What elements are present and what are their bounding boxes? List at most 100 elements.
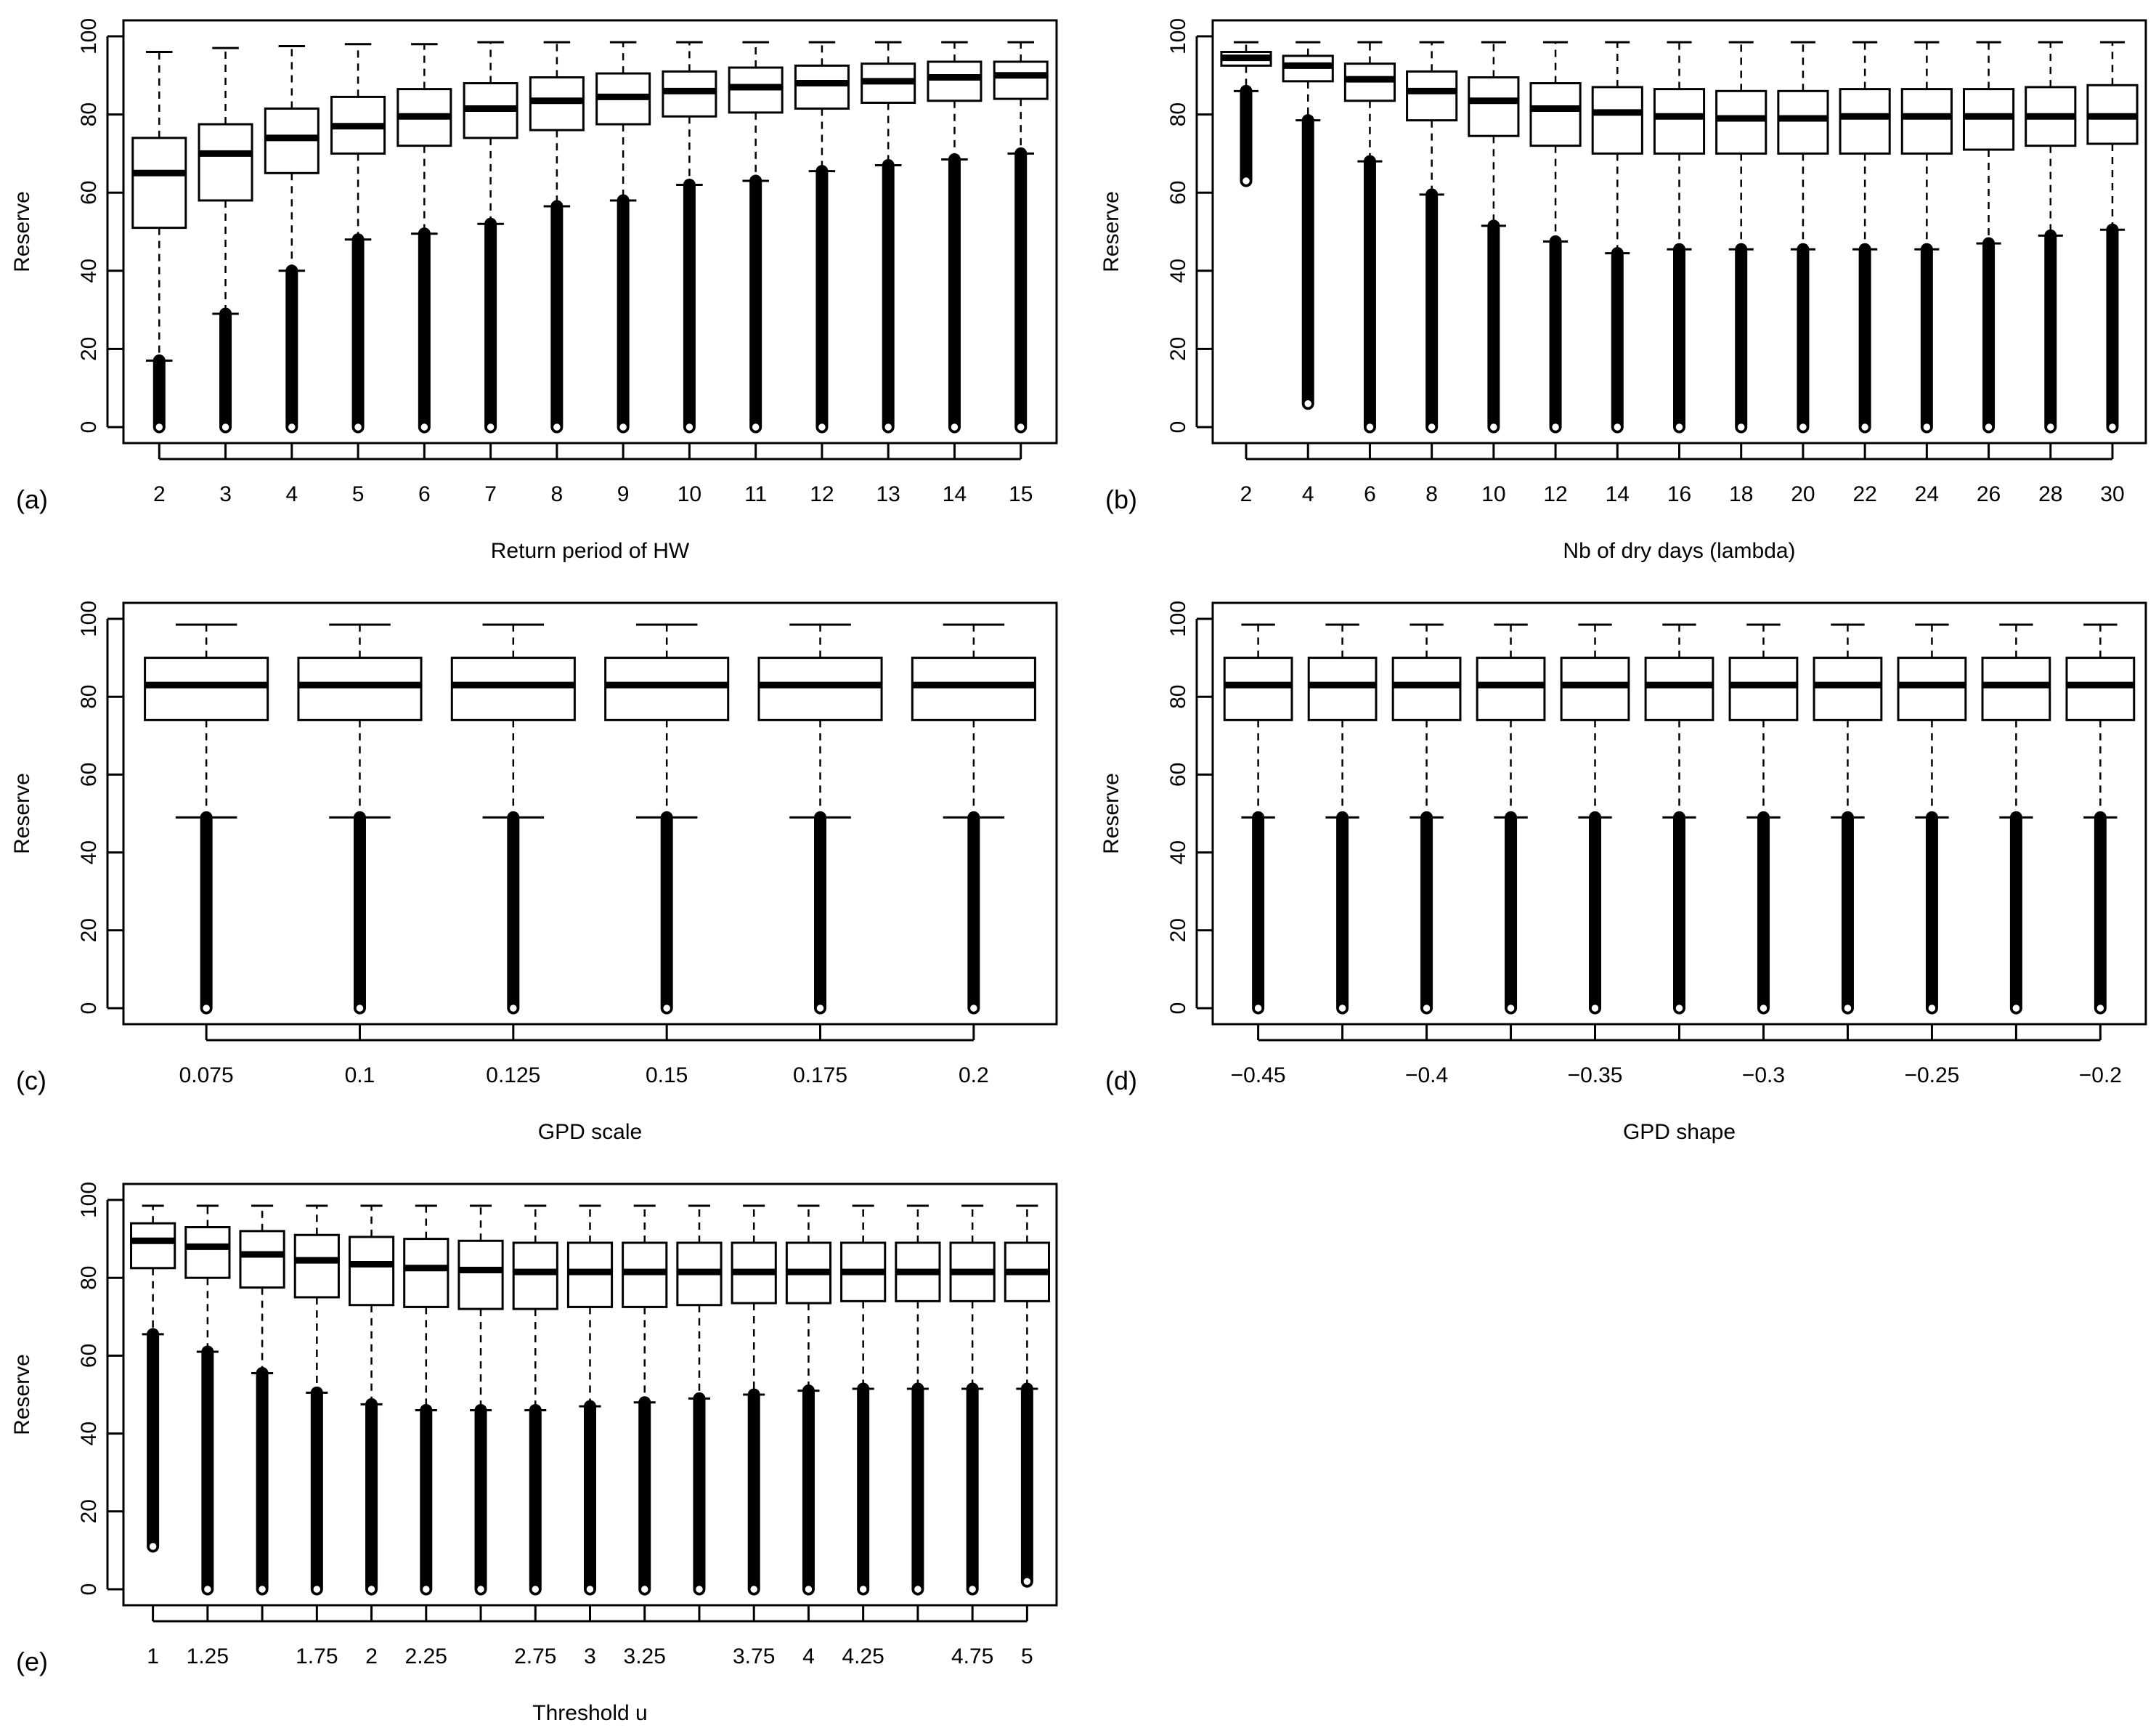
x-tick-label: 28 [2038, 482, 2062, 506]
y-tick-label: 60 [1166, 181, 1190, 205]
outlier-point [1302, 398, 1314, 409]
x-tick-label: 5 [352, 482, 365, 506]
box-4.5 [895, 1204, 941, 1596]
outlier-point [1674, 1002, 1685, 1014]
box-10 [662, 41, 717, 434]
x-tick-label: 0.175 [793, 1063, 847, 1087]
y-tick-label: 100 [77, 18, 101, 54]
outlier-point [1253, 1002, 1264, 1014]
y-tick-label: 100 [77, 1182, 101, 1218]
x-tick-label: 22 [1852, 482, 1876, 506]
outlier-point [1550, 421, 1561, 433]
x-tick-label: 2.75 [514, 1644, 556, 1668]
box-16 [1653, 41, 1706, 434]
x-tick-label: 12 [1543, 482, 1567, 506]
x-tick-label: 16 [1667, 482, 1691, 506]
box-15 [993, 41, 1049, 434]
box-2.75 [512, 1204, 558, 1596]
box-22 [1839, 41, 1891, 434]
panel-e: 0 20 40 60 80 100 Reserve 1 1.25 1.75 2 2.25 2.75 3 3.… [10, 1182, 1058, 1725]
x-tick-label: 3 [219, 482, 232, 506]
iqr-box [1476, 657, 1546, 721]
outlier-point [475, 1583, 487, 1595]
outlier-point [485, 421, 496, 433]
y-tick-label: 100 [1166, 18, 1190, 54]
box--0.45 [1223, 623, 1293, 1015]
y-tick-label: 20 [77, 918, 101, 942]
y-tick-label: 0 [77, 1002, 101, 1015]
outlier-point [639, 1583, 650, 1595]
x-tick-label: 0.1 [345, 1063, 375, 1087]
box--0.3 [1728, 623, 1799, 1015]
x-tick-label: 12 [810, 482, 834, 506]
x-tick-label: 18 [1729, 482, 1753, 506]
iqr-box [794, 64, 850, 110]
box-1.25 [184, 1204, 231, 1596]
x-tick-label: 7 [484, 482, 497, 506]
y-axis-label: Reserve [10, 1354, 34, 1435]
iqr-box [1715, 89, 1767, 155]
x-tick-label: 14 [943, 482, 967, 506]
iqr-box [198, 123, 253, 202]
x-tick-label: 0.075 [179, 1063, 234, 1087]
y-tick-label: 0 [1166, 1002, 1190, 1015]
iqr-box [1839, 88, 1891, 155]
outlier-point [912, 1583, 924, 1595]
outlier-point [815, 1002, 826, 1014]
box-2.5 [457, 1204, 504, 1596]
x-tick-label: 3.75 [733, 1644, 775, 1668]
y-tick-label: 60 [77, 763, 101, 787]
y-axis-label: Reserve [1099, 773, 1123, 854]
x-tick-label: 6 [1364, 482, 1376, 506]
box-2 [131, 51, 187, 434]
outlier-point [968, 1002, 980, 1014]
y-tick-label: 20 [1166, 337, 1190, 361]
outlier-point [661, 1002, 672, 1014]
box-6 [396, 43, 452, 434]
outlier-point [366, 1583, 377, 1595]
iqr-box [457, 1239, 504, 1310]
x-tick-label: 6 [418, 482, 431, 506]
x-tick-label: 8 [1425, 482, 1438, 506]
outlier-point [585, 1583, 595, 1595]
iqr-box [1813, 657, 1883, 721]
x-tick-label: −0.3 [1742, 1063, 1785, 1087]
x-tick-label: 24 [1915, 482, 1939, 506]
outlier-point [1015, 421, 1026, 433]
iqr-box [1391, 657, 1462, 721]
y-axis-label: Reserve [10, 773, 34, 854]
x-tick-label: 2 [1240, 482, 1253, 506]
outlier-point [748, 1583, 760, 1595]
x-tick-label: 14 [1606, 482, 1630, 506]
y-axis-label: Reserve [10, 191, 34, 272]
panel-label: (e) [16, 1647, 48, 1676]
x-tick-label: −0.4 [1405, 1063, 1448, 1087]
iqr-box [184, 1226, 231, 1279]
outlier-point [617, 421, 629, 433]
box-24 [1900, 41, 1953, 434]
box-28 [2025, 41, 2077, 434]
y-axis-label: Reserve [1099, 191, 1123, 272]
y-tick-label: 40 [77, 259, 101, 283]
outlier-point [1022, 1576, 1033, 1587]
iqr-box [1897, 657, 1967, 721]
x-tick-label: 8 [551, 482, 564, 506]
y-tick-label: 20 [77, 1499, 101, 1523]
panel-label: (d) [1105, 1066, 1137, 1095]
box-13 [861, 41, 916, 434]
box-4.25 [840, 1204, 887, 1596]
x-tick-label: 1.25 [187, 1644, 229, 1668]
box--0.425 [1307, 623, 1378, 1015]
outlier-point [1505, 1002, 1516, 1014]
x-tick-label: 9 [617, 482, 630, 506]
outlier-point [419, 421, 430, 433]
outlier-point [551, 421, 563, 433]
outlier-point [286, 421, 298, 433]
box-2.25 [403, 1204, 449, 1596]
iqr-box [348, 1236, 395, 1307]
outlier-point [949, 421, 960, 433]
iqr-box [130, 1222, 176, 1270]
box-12 [794, 41, 850, 434]
panel-label: (a) [16, 484, 48, 514]
